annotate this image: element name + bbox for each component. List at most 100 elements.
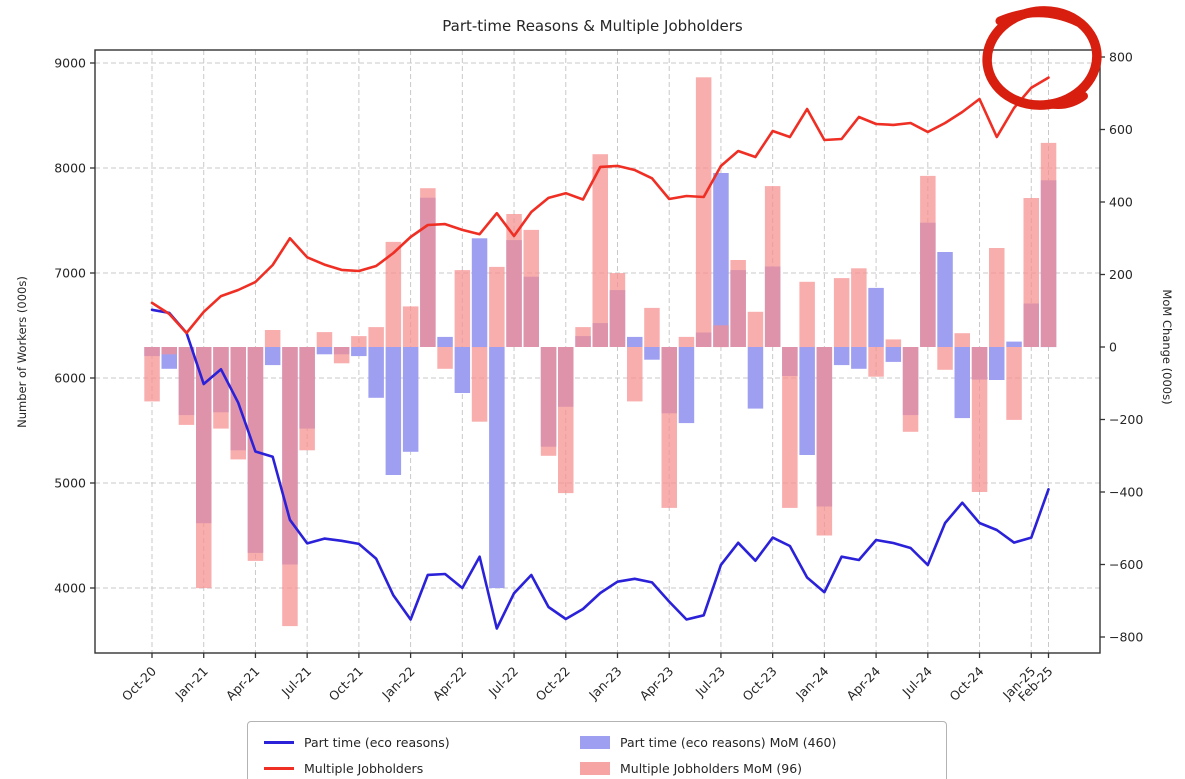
bar-multiple-jobholders-mom bbox=[368, 327, 384, 347]
bar-part-time-mom bbox=[799, 347, 815, 455]
bar-multiple-jobholders-mom bbox=[989, 248, 1005, 347]
bar-multiple-jobholders-mom bbox=[644, 307, 660, 347]
bar-multiple-jobholders-mom bbox=[868, 347, 884, 377]
legend-label: Multiple Jobholders MoM (96) bbox=[620, 760, 803, 776]
x-tick-label: Jul-23 bbox=[692, 664, 728, 700]
bar-multiple-jobholders-mom bbox=[799, 281, 815, 348]
bar-part-time-mom bbox=[1006, 341, 1022, 347]
left-tick-label: 5000 bbox=[54, 476, 86, 491]
bar-multiple-jobholders-mom bbox=[851, 268, 867, 347]
bar-multiple-jobholders-mom bbox=[144, 347, 160, 402]
bar-multiple-jobholders-mom bbox=[454, 270, 471, 347]
bar-multiple-jobholders-mom bbox=[402, 306, 419, 347]
right-tick-label: 200 bbox=[1109, 267, 1133, 282]
bar-multiple-jobholders-mom bbox=[678, 336, 695, 347]
bar-part-time-mom bbox=[851, 347, 867, 369]
bar-part-time-mom bbox=[833, 347, 850, 366]
right-axis-label: MoM Change (000s) bbox=[1160, 289, 1174, 405]
x-tick-label: Apr-22 bbox=[430, 664, 470, 704]
bar-multiple-jobholders-mom bbox=[713, 325, 729, 348]
bar-part-time-mom bbox=[471, 238, 488, 348]
bar-part-time-mom bbox=[385, 347, 402, 475]
x-tick-label: Apr-23 bbox=[637, 664, 677, 704]
right-tick-label: 800 bbox=[1109, 50, 1133, 65]
bar-multiple-jobholders-mom bbox=[954, 333, 970, 347]
bar-multiple-jobholders-mom bbox=[161, 347, 177, 355]
bar-part-time-mom bbox=[316, 347, 333, 355]
x-tick-label: Jan-24 bbox=[792, 663, 831, 702]
bar-multiple-jobholders-mom bbox=[437, 347, 453, 369]
bar-multiple-jobholders-mom bbox=[333, 347, 350, 364]
bar-part-time-mom bbox=[644, 347, 660, 360]
bar-part-time-mom bbox=[368, 347, 384, 398]
bar-multiple-jobholders-mom bbox=[816, 347, 833, 536]
right-tick-label: −200 bbox=[1109, 412, 1143, 427]
bar-multiple-jobholders-mom bbox=[264, 330, 281, 347]
right-tick-label: 0 bbox=[1109, 340, 1117, 355]
bar-part-time-mom bbox=[989, 347, 1005, 380]
red-line-swatch bbox=[264, 766, 294, 770]
bar-part-time-mom bbox=[713, 173, 729, 347]
bar-part-time-mom bbox=[437, 336, 453, 347]
left-axis-label: Number of Workers (000s) bbox=[15, 276, 29, 428]
bar-multiple-jobholders-mom bbox=[937, 347, 953, 370]
bar-part-time-mom bbox=[747, 347, 764, 409]
legend: Part time (eco reasons) Part time (eco r… bbox=[247, 721, 947, 779]
bar-multiple-jobholders-mom bbox=[489, 266, 505, 347]
bar-multiple-jobholders-mom bbox=[575, 327, 591, 347]
blue-line-swatch bbox=[264, 740, 294, 744]
bar-part-time-mom bbox=[489, 347, 505, 589]
legend-item-part-time-mom: Part time (eco reasons) MoM (460) bbox=[580, 735, 936, 750]
x-tick-label: Jul-22 bbox=[485, 664, 521, 700]
x-tick-label: Jul-21 bbox=[278, 664, 314, 700]
bar-multiple-jobholders-mom bbox=[385, 241, 402, 347]
bar-multiple-jobholders-mom bbox=[661, 347, 677, 508]
plot-frame bbox=[94, 49, 1101, 654]
bar-part-time-mom bbox=[868, 287, 884, 347]
blue-bar-swatch bbox=[580, 735, 610, 749]
bar-multiple-jobholders-mom bbox=[609, 273, 626, 347]
left-tick-label: 4000 bbox=[54, 581, 86, 596]
bar-multiple-jobholders-mom bbox=[316, 332, 333, 347]
bar-multiple-jobholders-mom bbox=[178, 347, 195, 425]
bar-part-time-mom bbox=[264, 347, 281, 366]
left-tick-label: 7000 bbox=[54, 266, 86, 281]
bar-multiple-jobholders-mom bbox=[351, 336, 367, 347]
bar-multiple-jobholders-mom bbox=[299, 347, 315, 451]
x-tick-label: Apr-24 bbox=[843, 663, 883, 703]
x-tick-label: Oct-20 bbox=[119, 663, 159, 703]
chart-title: Part-time Reasons & Multiple Jobholders bbox=[442, 17, 743, 35]
legend-item-multiple-jobholders-mom: Multiple Jobholders MoM (96) bbox=[580, 761, 936, 776]
bar-multiple-jobholders-mom bbox=[420, 188, 436, 347]
line-part-time bbox=[150, 308, 1050, 630]
bar-multiple-jobholders-mom bbox=[833, 278, 850, 347]
bar-multiple-jobholders-mom bbox=[282, 347, 298, 627]
x-tick-label: Oct-21 bbox=[326, 664, 366, 704]
legend-item-multiple-jobholders-line: Multiple Jobholders bbox=[264, 761, 580, 776]
legend-label: Part time (eco reasons) MoM (460) bbox=[620, 734, 837, 750]
x-tick-label: Jul-24 bbox=[899, 663, 935, 699]
bar-multiple-jobholders-mom bbox=[506, 214, 522, 347]
bar-multiple-jobholders-mom bbox=[971, 347, 988, 492]
bar-multiple-jobholders-mom bbox=[523, 229, 539, 347]
bar-multiple-jobholders-mom bbox=[885, 339, 902, 347]
right-tick-label: −600 bbox=[1109, 557, 1143, 572]
bar-multiple-jobholders-mom bbox=[782, 347, 798, 508]
pink-bar-swatch bbox=[580, 761, 610, 775]
bar-part-time-mom bbox=[454, 347, 471, 393]
x-tick-label: Oct-24 bbox=[946, 663, 986, 703]
x-tick-label: Oct-23 bbox=[739, 664, 779, 704]
bar-part-time-mom bbox=[351, 347, 367, 357]
bar-multiple-jobholders-mom bbox=[902, 347, 919, 432]
right-tick-label: −400 bbox=[1109, 485, 1143, 500]
right-tick-label: 600 bbox=[1109, 122, 1133, 137]
bar-multiple-jobholders-mom bbox=[247, 347, 264, 561]
bar-multiple-jobholders-mom bbox=[1040, 142, 1057, 347]
bar-multiple-jobholders-mom bbox=[196, 347, 212, 589]
bar-multiple-jobholders-mom bbox=[1006, 347, 1022, 420]
legend-label: Multiple Jobholders bbox=[304, 760, 424, 776]
bar-part-time-mom bbox=[402, 347, 419, 452]
bar-part-time-mom bbox=[937, 252, 953, 347]
x-tick-label: Jan-23 bbox=[585, 664, 624, 703]
bar-multiple-jobholders-mom bbox=[592, 154, 608, 347]
